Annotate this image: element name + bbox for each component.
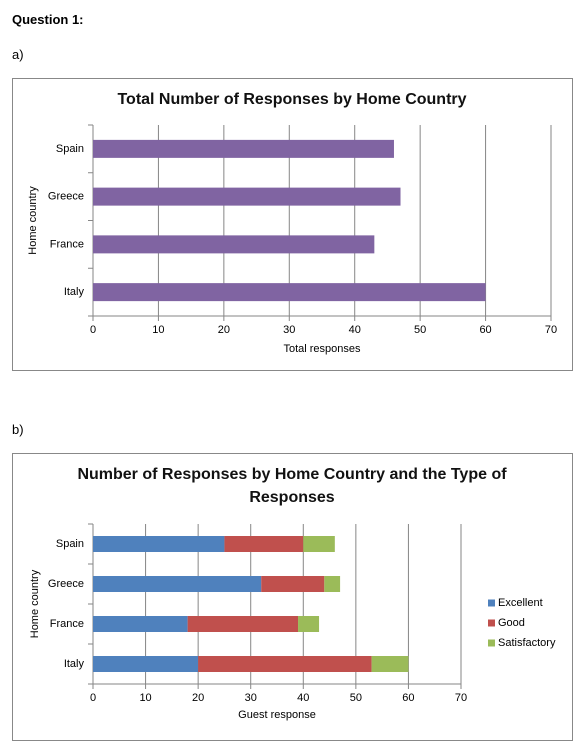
legend-swatch bbox=[488, 639, 495, 647]
chart-frame bbox=[12, 78, 573, 371]
bar bbox=[93, 235, 375, 254]
x-tick-label: 60 bbox=[479, 324, 491, 336]
x-tick-label: 70 bbox=[545, 324, 557, 336]
x-tick-label: 70 bbox=[455, 692, 467, 704]
legend-label: Satisfactory bbox=[498, 637, 556, 649]
y-tick-label: Spain bbox=[56, 538, 84, 550]
x-tick-label: 10 bbox=[152, 324, 164, 336]
bar bbox=[371, 656, 409, 672]
x-tick-label: 0 bbox=[90, 324, 96, 336]
x-tick-label: 20 bbox=[218, 324, 230, 336]
bar bbox=[93, 656, 199, 672]
legend-label: Good bbox=[498, 617, 525, 629]
bar bbox=[198, 656, 372, 672]
bar bbox=[93, 536, 225, 552]
bar bbox=[93, 139, 394, 158]
legend-swatch bbox=[488, 619, 495, 627]
bar bbox=[261, 576, 325, 592]
bar bbox=[93, 187, 401, 206]
y-tick-label: Greece bbox=[48, 578, 84, 590]
x-tick-label: 10 bbox=[139, 692, 151, 704]
y-tick-label: Italy bbox=[64, 286, 85, 298]
x-tick-label: 20 bbox=[192, 692, 204, 704]
x-tick-label: 50 bbox=[350, 692, 362, 704]
chart-title: Number of Responses by Home Country and … bbox=[77, 466, 507, 506]
bar bbox=[93, 576, 262, 592]
bar bbox=[93, 283, 486, 302]
chart-frame bbox=[12, 453, 573, 741]
bar bbox=[303, 536, 335, 552]
legend-swatch bbox=[488, 599, 495, 607]
y-axis-label: Home country bbox=[27, 186, 39, 255]
x-tick-label: 40 bbox=[349, 324, 361, 336]
x-tick-label: 40 bbox=[297, 692, 309, 704]
bar bbox=[224, 536, 304, 552]
bar bbox=[187, 616, 299, 632]
y-axis-label: Home country bbox=[29, 569, 41, 638]
heading: Question 1: bbox=[12, 12, 84, 27]
x-tick-label: 30 bbox=[283, 324, 295, 336]
x-tick-label: 30 bbox=[245, 692, 257, 704]
bar bbox=[298, 616, 320, 632]
x-axis-label: Guest response bbox=[238, 709, 316, 721]
bar bbox=[324, 576, 341, 592]
legend-label: Excellent bbox=[498, 597, 543, 609]
y-tick-label: France bbox=[50, 618, 84, 630]
x-axis-label: Total responses bbox=[283, 343, 361, 355]
part-label: b) bbox=[12, 422, 24, 437]
part-label: a) bbox=[12, 47, 24, 62]
y-tick-label: Greece bbox=[48, 191, 84, 203]
y-tick-label: France bbox=[50, 238, 84, 250]
x-tick-label: 50 bbox=[414, 324, 426, 336]
bar bbox=[93, 616, 188, 632]
x-tick-label: 60 bbox=[402, 692, 414, 704]
chart-title: Total Number of Responses by Home Countr… bbox=[117, 91, 467, 108]
y-tick-label: Spain bbox=[56, 143, 84, 155]
y-tick-label: Italy bbox=[64, 658, 85, 670]
x-tick-label: 0 bbox=[90, 692, 96, 704]
